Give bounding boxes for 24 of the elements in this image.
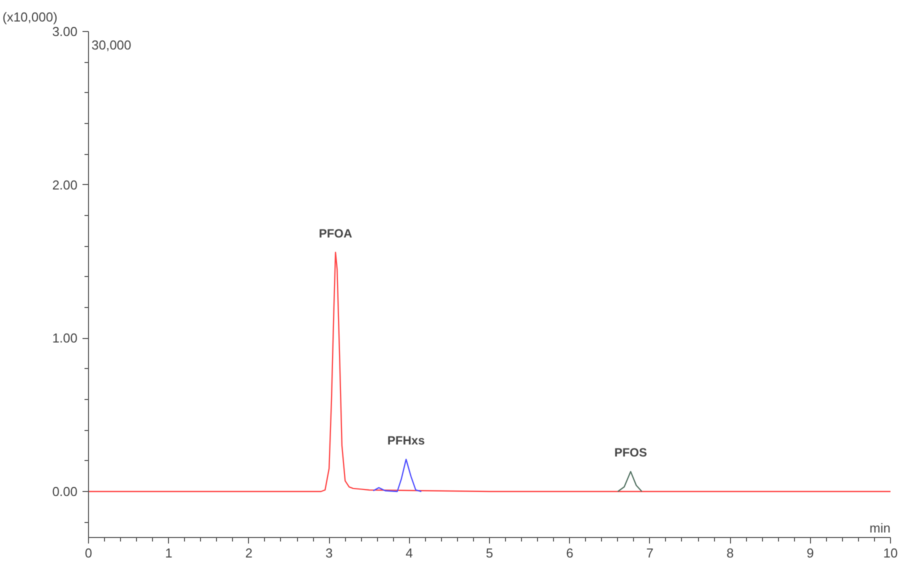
annotation: 30,000 [92, 38, 132, 52]
line-series [372, 458, 422, 492]
x-tick-label: 3 [325, 546, 333, 560]
series-label: PFOS [614, 446, 647, 460]
y-tick-label: 2.00 [52, 177, 78, 192]
text: (x10,000) [2, 10, 58, 24]
x-tick-label: 2 [245, 546, 253, 560]
x-tick-label: 5 [486, 546, 494, 560]
y-tick-label: 0.00 [52, 484, 78, 499]
x-tick-label: 7 [646, 546, 654, 560]
x-tick-label: 6 [566, 546, 574, 560]
y-tick-label: 3.00 [52, 24, 78, 39]
x-tick-label: 4 [406, 546, 413, 560]
series-label: PFHxs [387, 433, 426, 448]
x-tick-label: 0 [84, 546, 92, 560]
y-tick-label: 1.00 [52, 330, 78, 346]
x-tick-label: 8 [726, 546, 734, 560]
series-label: PFOA [318, 226, 353, 240]
x-tick-label: 9 [806, 546, 814, 560]
line-series [88, 252, 890, 492]
x-tick-label: 10 [883, 546, 898, 560]
line-series [617, 470, 642, 492]
x-tick-label: 1 [165, 546, 172, 560]
x-axis-title: min [870, 520, 891, 536]
